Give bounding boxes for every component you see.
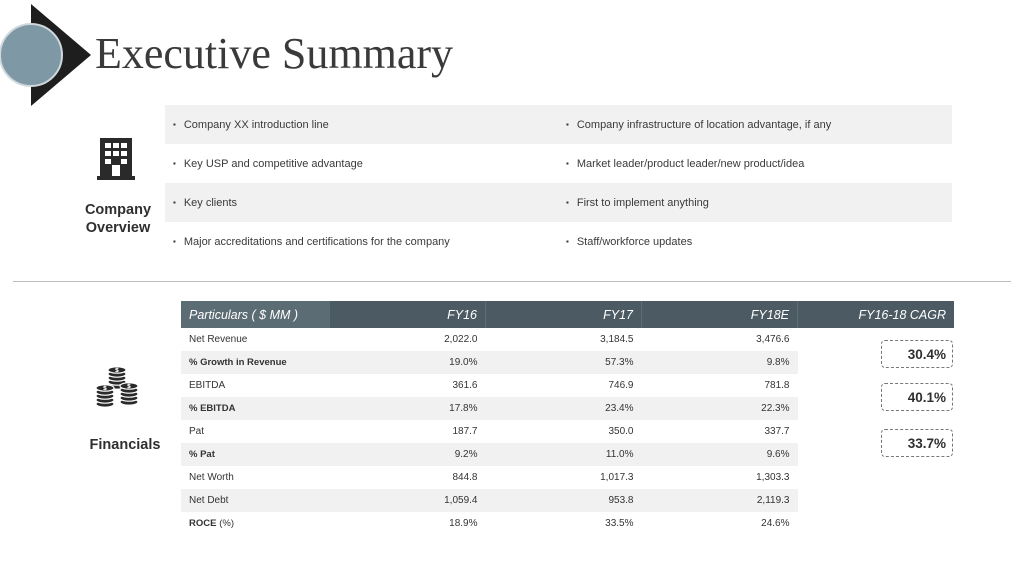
overview-row: ▪ Key USP and competitive advantage ▪ Mark… [165,144,952,183]
bullet-icon: ▪ [173,198,176,207]
building-icon [97,138,135,180]
overview-row: ▪ Key clients ▪ First to implement anythin… [165,183,952,222]
table-row: Pat 187.7 350.0 337.7 [181,420,954,443]
bullet-icon: ▪ [173,120,176,129]
overview-item: ▪ First to implement anything [566,196,709,209]
table-header-row: Particulars ( $ MM ) FY16 FY17 FY18E FY1… [181,301,954,328]
coin-stack-icon: $ $ $ [95,366,139,408]
header-fy16: FY16 [329,301,486,328]
bullet-icon: ▪ [173,159,176,168]
title-logo-icon [0,4,91,106]
table-row: Net Debt 1,059.4 953.8 2,119.3 [181,489,954,512]
header-fy18e: FY18E [641,301,798,328]
company-overview-section: Company Overview ▪ Company XX introductio… [0,100,1024,280]
table-row: Net Worth 844.8 1,017.3 1,303.3 [181,466,954,489]
svg-text:$: $ [103,385,107,392]
header-particulars: Particulars ( $ MM ) [181,301,330,328]
overview-item: ▪ Company XX introduction line [173,118,329,131]
svg-text:$: $ [127,383,131,390]
overview-item: ▪ Key clients [173,196,238,209]
overview-item: ▪ Market leader/product leader/new produc… [566,157,805,170]
bullet-icon: ▪ [566,159,569,168]
overview-row: ▪ Major accreditations and certifications… [165,222,952,261]
cagr-ebitda-box: 40.1% [881,383,953,411]
bullet-icon: ▪ [566,120,569,129]
overview-row: ▪ Company XX introduction line ▪ Company i… [165,105,952,144]
overview-item: ▪ Company infrastructure of location adva… [566,118,832,131]
overview-item: ▪ Major accreditations and certifications… [173,235,450,248]
header-cagr: FY16-18 CAGR [797,301,954,328]
svg-text:$: $ [115,367,119,374]
table-row: % EBITDA 17.8% 23.4% 22.3% [181,397,954,420]
overview-item: ▪ Key USP and competitive advantage [173,157,363,170]
bullet-icon: ▪ [566,237,569,246]
financials-label: Financials [89,437,161,453]
company-overview-label: Company Overview [84,202,152,236]
bullet-icon: ▪ [173,237,176,246]
table-row: % Growth in Revenue 19.0% 57.3% 9.8% [181,351,954,374]
table-row: EBITDA 361.6 746.9 781.8 [181,374,954,397]
financials-table: Particulars ( $ MM ) FY16 FY17 FY18E FY1… [181,301,954,535]
cagr-revenue-box: 30.4% [881,340,953,368]
overview-item: ▪ Staff/workforce updates [566,235,693,248]
company-overview-grid: ▪ Company XX introduction line ▪ Company i… [165,105,952,261]
table-row: % Pat 9.2% 11.0% 9.6% [181,443,954,466]
header-fy17: FY17 [485,301,642,328]
table-row: Net Revenue 2,022.0 3,184.5 3,476.6 [181,328,954,351]
bullet-icon: ▪ [566,198,569,207]
page-title: Executive Summary [95,29,454,78]
table-row: ROCE (%) 18.9% 33.5% 24.6% [181,512,954,535]
section-divider [13,281,1011,282]
cagr-pat-box: 33.7% [881,429,953,457]
